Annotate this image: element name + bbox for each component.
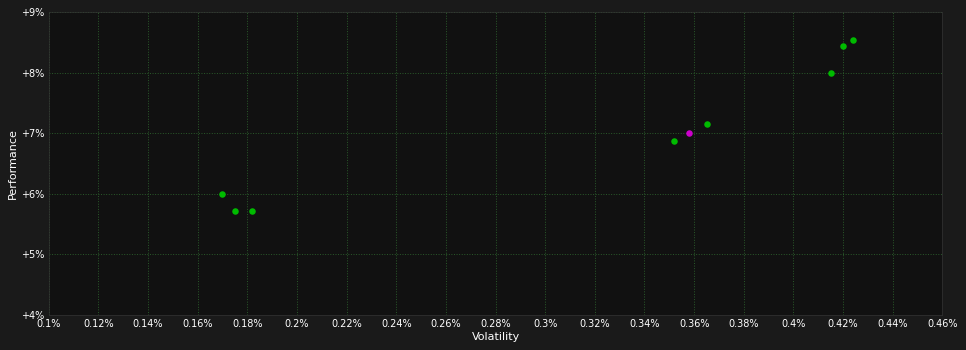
Point (667, 138, 682, 144)
Point (823, 70, 838, 76)
Point (227, 208, 242, 213)
Point (681, 131, 696, 136)
Point (698, 121, 714, 127)
Point (836, 43, 851, 48)
Point (214, 191, 230, 197)
Y-axis label: Performance: Performance (9, 128, 18, 199)
X-axis label: Volatility: Volatility (471, 332, 520, 342)
Point (244, 208, 260, 213)
Point (845, 37, 861, 42)
